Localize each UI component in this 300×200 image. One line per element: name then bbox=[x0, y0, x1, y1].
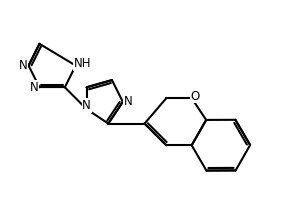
Text: O: O bbox=[191, 90, 200, 103]
Text: N: N bbox=[19, 59, 28, 72]
Text: N: N bbox=[30, 81, 38, 94]
Text: NH: NH bbox=[74, 57, 91, 70]
Text: N: N bbox=[82, 99, 91, 112]
Text: N: N bbox=[124, 95, 133, 108]
